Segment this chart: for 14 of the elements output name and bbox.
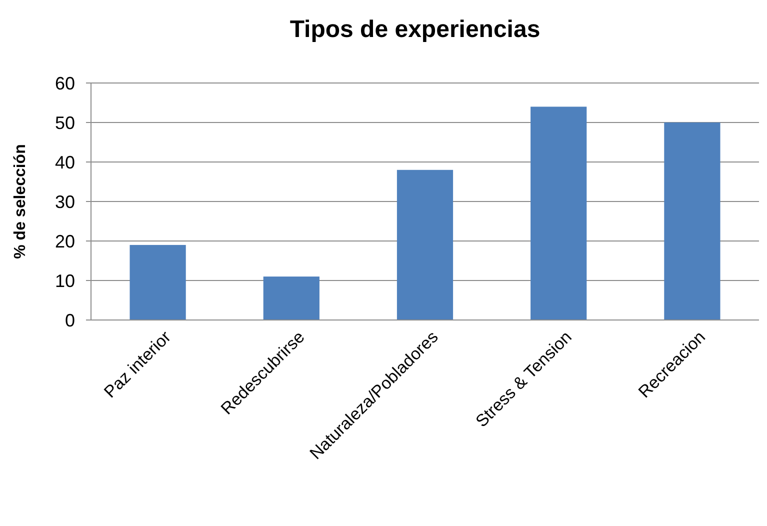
y-axis-title: % de selección <box>12 144 29 259</box>
y-tick-label: 30 <box>54 192 75 212</box>
y-tick-label: 40 <box>54 152 75 172</box>
y-tick-label: 60 <box>54 73 75 94</box>
bar <box>664 122 720 320</box>
y-tick-label: 10 <box>54 270 75 291</box>
bar <box>530 106 587 320</box>
bar <box>396 170 454 320</box>
y-tick-label: 50 <box>54 112 75 133</box>
y-tick-label: 0 <box>64 310 75 330</box>
bar <box>263 276 320 320</box>
bar <box>130 244 186 320</box>
y-tick-label: 20 <box>54 231 75 252</box>
chart-title: Tipos de experiencias <box>290 16 540 43</box>
